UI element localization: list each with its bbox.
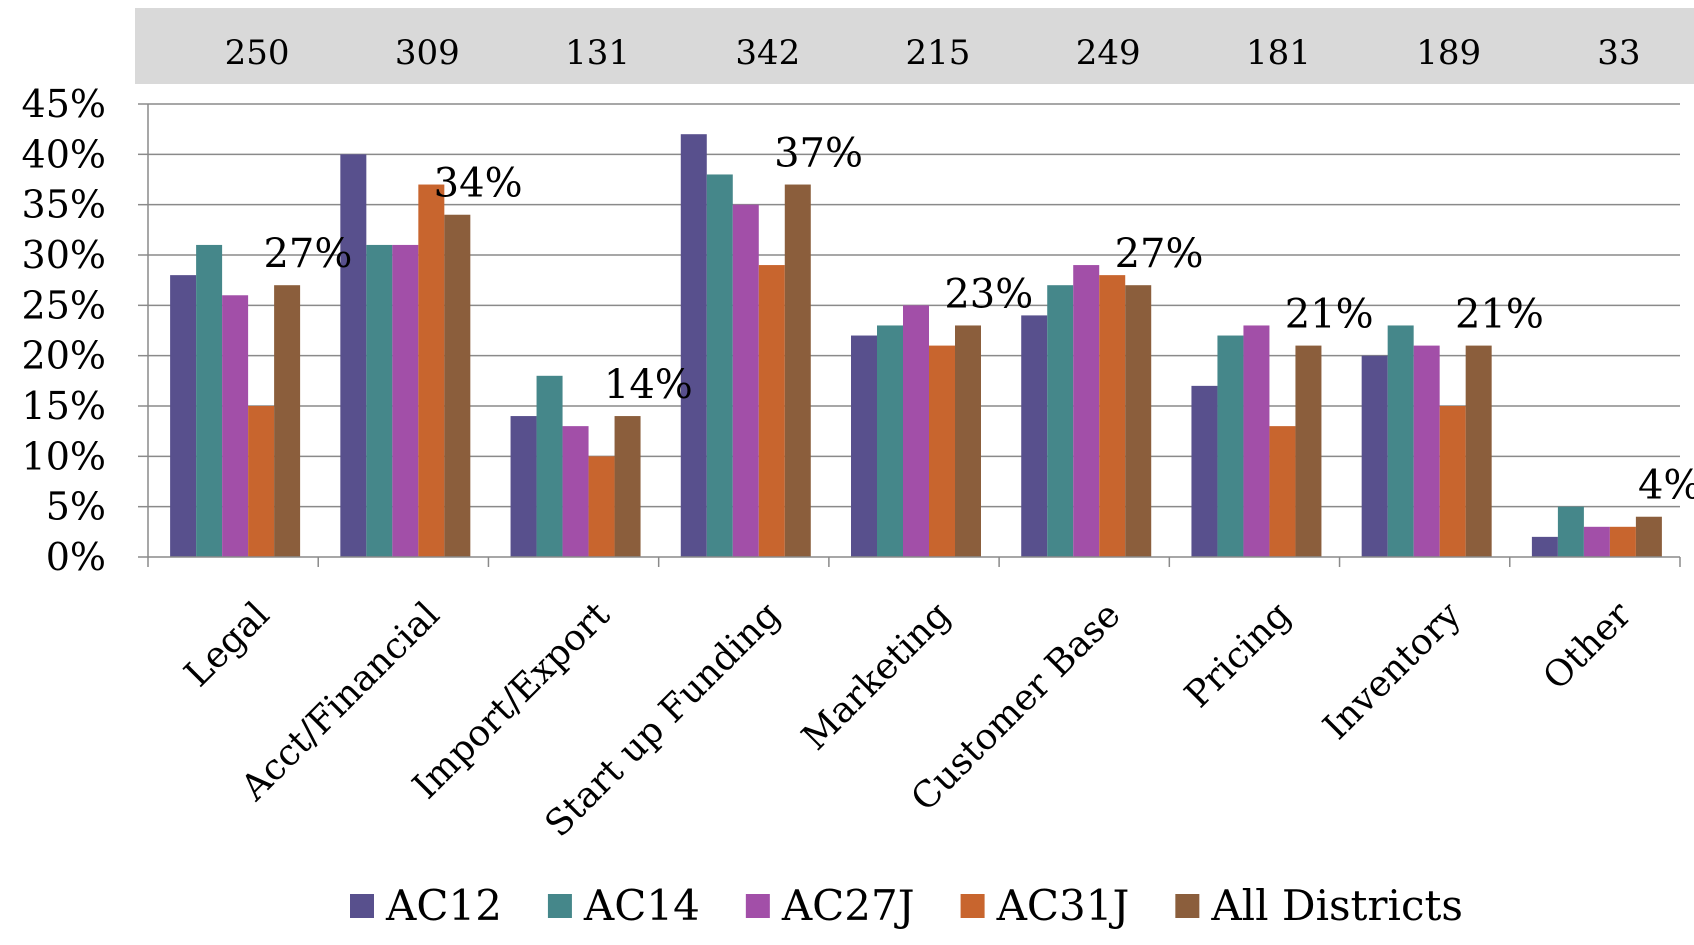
bar-ac14 bbox=[706, 174, 733, 557]
bar-ac31j bbox=[929, 345, 955, 557]
data-label: 14% bbox=[604, 362, 693, 408]
bar-ac12 bbox=[510, 416, 537, 557]
bar-ac27j bbox=[1583, 526, 1610, 557]
count-label: 33 bbox=[1597, 33, 1640, 73]
bar-ac12 bbox=[340, 154, 367, 558]
count-label: 181 bbox=[1246, 33, 1311, 73]
category-label: Marketing bbox=[794, 594, 958, 758]
data-label: 37% bbox=[774, 131, 863, 177]
bar-ac27j bbox=[1243, 325, 1270, 557]
bar-ac12 bbox=[170, 275, 197, 557]
bar-ac27j bbox=[1413, 345, 1440, 557]
y-tick-label: 5% bbox=[46, 485, 106, 529]
count-label: 249 bbox=[1076, 33, 1141, 73]
bar-all-districts bbox=[1465, 345, 1492, 557]
bars bbox=[170, 134, 1662, 558]
legend-label: All Districts bbox=[1210, 881, 1463, 930]
legend-swatch-ac27j bbox=[745, 894, 770, 918]
legend: AC12 AC14 AC27J AC31J All Districts bbox=[350, 881, 1463, 930]
bar-ac14 bbox=[1217, 335, 1244, 557]
bar-ac27j bbox=[1073, 265, 1100, 557]
bar-ac31j bbox=[1609, 526, 1636, 557]
bar-ac31j bbox=[758, 265, 785, 557]
y-tick-label: 0% bbox=[46, 535, 106, 579]
bar-ac27j bbox=[732, 204, 759, 557]
bar-ac14 bbox=[1387, 325, 1414, 557]
bar-ac12 bbox=[1531, 536, 1558, 557]
y-tick-label: 25% bbox=[22, 283, 106, 327]
bar-ac27j bbox=[222, 295, 249, 557]
legend-swatch-ac12 bbox=[350, 894, 374, 918]
data-label: 27% bbox=[263, 231, 352, 277]
y-tick-label: 30% bbox=[22, 233, 106, 277]
bar-ac31j bbox=[588, 456, 615, 557]
count-label: 189 bbox=[1416, 33, 1481, 73]
data-label: 34% bbox=[434, 161, 523, 207]
bar-ac14 bbox=[536, 375, 563, 557]
legend-swatch-all-districts bbox=[1175, 894, 1200, 918]
bar-ac14 bbox=[196, 244, 223, 557]
axes bbox=[147, 104, 1681, 567]
bar-all-districts bbox=[1635, 516, 1662, 557]
category-label: Legal bbox=[177, 594, 278, 695]
bar-ac31j bbox=[248, 406, 275, 557]
bar-ac12 bbox=[680, 134, 707, 557]
category-label: Other bbox=[1536, 594, 1640, 698]
data-label: 4% bbox=[1638, 463, 1694, 509]
bar-ac31j bbox=[1439, 406, 1466, 557]
y-tick-label: 20% bbox=[22, 334, 106, 378]
bar-ac14 bbox=[1557, 506, 1584, 557]
category-label: Inventory bbox=[1316, 594, 1470, 748]
count-label: 250 bbox=[225, 33, 290, 73]
y-tick-label: 40% bbox=[22, 132, 106, 176]
bar-all-districts bbox=[614, 416, 641, 557]
bar-all-districts bbox=[1295, 345, 1322, 557]
data-label: 23% bbox=[944, 271, 1033, 317]
data-labels: 27% 34% 14% 37% 23% 27% 21% 21% 4% bbox=[263, 131, 1694, 509]
bar-all-districts bbox=[784, 184, 811, 558]
bar-all-districts bbox=[955, 325, 981, 557]
category-label: Pricing bbox=[1177, 594, 1299, 716]
count-label: 309 bbox=[395, 33, 460, 73]
bar-ac27j bbox=[392, 244, 419, 557]
bar-ac31j bbox=[1269, 426, 1296, 557]
bar-ac27j bbox=[562, 426, 589, 557]
legend-label: AC14 bbox=[583, 881, 700, 930]
data-label: 21% bbox=[1455, 292, 1544, 338]
count-label: 215 bbox=[906, 33, 971, 73]
y-tick-label: 15% bbox=[22, 384, 106, 428]
y-tick-label: 35% bbox=[22, 183, 106, 227]
data-label: 27% bbox=[1115, 231, 1204, 277]
bar-all-districts bbox=[1125, 285, 1152, 557]
legend-label: AC31J bbox=[996, 881, 1130, 930]
y-tick-label: 10% bbox=[22, 434, 106, 478]
bar-ac31j bbox=[1099, 275, 1126, 557]
bar-ac14 bbox=[877, 325, 903, 557]
legend-label: AC12 bbox=[385, 881, 502, 930]
bar-ac12 bbox=[851, 335, 877, 557]
bar-ac12 bbox=[1361, 355, 1388, 557]
legend-swatch-ac14 bbox=[547, 894, 572, 918]
legend-swatch-ac31j bbox=[960, 894, 985, 918]
count-label: 131 bbox=[565, 33, 630, 73]
y-axis-ticks: 0% 5% 10% 15% 20% 25% 30% 35% 40% 45% bbox=[22, 82, 148, 579]
bar-ac12 bbox=[1021, 315, 1048, 557]
bar-ac27j bbox=[903, 305, 929, 557]
bar-all-districts bbox=[274, 285, 301, 557]
bar-all-districts bbox=[444, 214, 471, 557]
count-banner bbox=[135, 8, 1694, 84]
y-tick-label: 45% bbox=[22, 82, 106, 126]
bar-ac12 bbox=[1191, 385, 1218, 557]
data-label: 21% bbox=[1285, 292, 1374, 338]
bar-ac31j bbox=[418, 184, 445, 558]
count-label: 342 bbox=[735, 33, 800, 73]
bar-ac14 bbox=[366, 244, 393, 557]
count-labels: 250 309 131 342 215 249 181 189 33 bbox=[225, 33, 1641, 73]
legend-label: AC27J bbox=[781, 881, 915, 930]
bar-ac14 bbox=[1047, 285, 1074, 557]
